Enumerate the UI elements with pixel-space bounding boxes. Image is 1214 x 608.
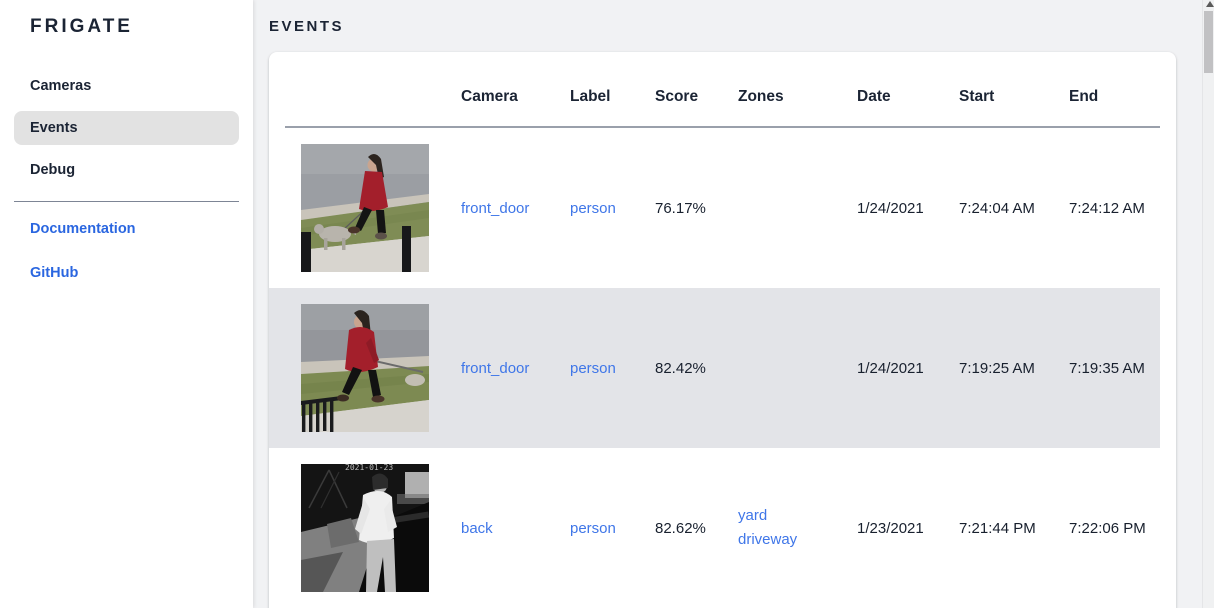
window-scrollbar[interactable] xyxy=(1202,0,1214,608)
event-zone-link[interactable]: driveway xyxy=(738,531,798,548)
event-thumbnail-image[interactable] xyxy=(301,144,429,272)
event-score: 82.42% xyxy=(655,359,706,377)
table-row[interactable]: 2021-01-23 back person 82.62% yard drive… xyxy=(269,448,1160,608)
sidebar-nav: Cameras Events Debug Documentation GitHu… xyxy=(0,69,253,290)
event-start-time: 7:21:44 PM xyxy=(959,519,1036,537)
sidebar-item-cameras[interactable]: Cameras xyxy=(30,78,92,94)
event-thumbnail-image[interactable] xyxy=(301,304,429,432)
scrollbar-up-arrow-icon[interactable] xyxy=(1206,1,1214,7)
main-content: EVENTS Camera Label Score Zones Date Sta… xyxy=(253,0,1202,608)
event-thumbnail-cell[interactable] xyxy=(269,144,461,272)
sidebar-link-github[interactable]: GitHub xyxy=(30,265,79,281)
event-date: 1/23/2021 xyxy=(857,519,924,537)
column-header-label: Label xyxy=(570,88,611,105)
event-end-time: 7:22:06 PM xyxy=(1069,519,1146,537)
table-header-row: Camera Label Score Zones Date Start End xyxy=(269,52,1160,126)
column-header-camera: Camera xyxy=(461,88,518,105)
table-row-selected[interactable]: front_door person 82.42% 1/24/2021 7:19:… xyxy=(269,288,1160,448)
column-header-date: Date xyxy=(857,88,891,105)
column-header-score: Score xyxy=(655,88,699,105)
event-end-time: 7:24:12 AM xyxy=(1069,199,1145,217)
svg-text:2021-01-23: 2021-01-23 xyxy=(345,464,393,472)
page-title: EVENTS xyxy=(269,18,345,35)
event-zones: yard driveway xyxy=(738,504,857,552)
table-header-divider xyxy=(285,126,1160,128)
event-thumbnail-image[interactable]: 2021-01-23 xyxy=(301,464,429,592)
column-header-start: Start xyxy=(959,88,995,105)
event-thumbnail-cell[interactable] xyxy=(269,304,461,432)
event-label-link[interactable]: person xyxy=(570,359,616,377)
event-start-time: 7:19:25 AM xyxy=(959,359,1035,377)
event-date: 1/24/2021 xyxy=(857,359,924,377)
event-score: 76.17% xyxy=(655,199,706,217)
column-header-zones: Zones xyxy=(738,88,784,105)
table-row[interactable]: front_door person 76.17% 1/24/2021 7:24:… xyxy=(269,128,1160,288)
event-camera-link[interactable]: back xyxy=(461,519,493,537)
sidebar-link-documentation[interactable]: Documentation xyxy=(30,221,136,237)
column-header-end: End xyxy=(1069,88,1099,105)
sidebar: FRIGATE Cameras Events Debug Documentati… xyxy=(0,0,253,608)
event-score: 82.62% xyxy=(655,519,706,537)
sidebar-item-events[interactable]: Events xyxy=(14,111,239,145)
event-date: 1/24/2021 xyxy=(857,199,924,217)
event-start-time: 7:24:04 AM xyxy=(959,199,1035,217)
event-zone-link[interactable]: yard xyxy=(738,507,768,524)
sidebar-item-debug[interactable]: Debug xyxy=(30,162,76,178)
event-end-time: 7:19:35 AM xyxy=(1069,359,1145,377)
app-logo: FRIGATE xyxy=(30,16,133,37)
events-card: Camera Label Score Zones Date Start End xyxy=(269,52,1176,608)
sidebar-divider xyxy=(14,201,239,202)
scrollbar-thumb[interactable] xyxy=(1204,11,1213,73)
event-thumbnail-cell[interactable]: 2021-01-23 xyxy=(269,464,461,592)
event-camera-link[interactable]: front_door xyxy=(461,199,530,217)
event-label-link[interactable]: person xyxy=(570,519,616,537)
event-label-link[interactable]: person xyxy=(570,199,616,217)
events-table: Camera Label Score Zones Date Start End xyxy=(269,52,1160,608)
event-camera-link[interactable]: front_door xyxy=(461,359,530,377)
